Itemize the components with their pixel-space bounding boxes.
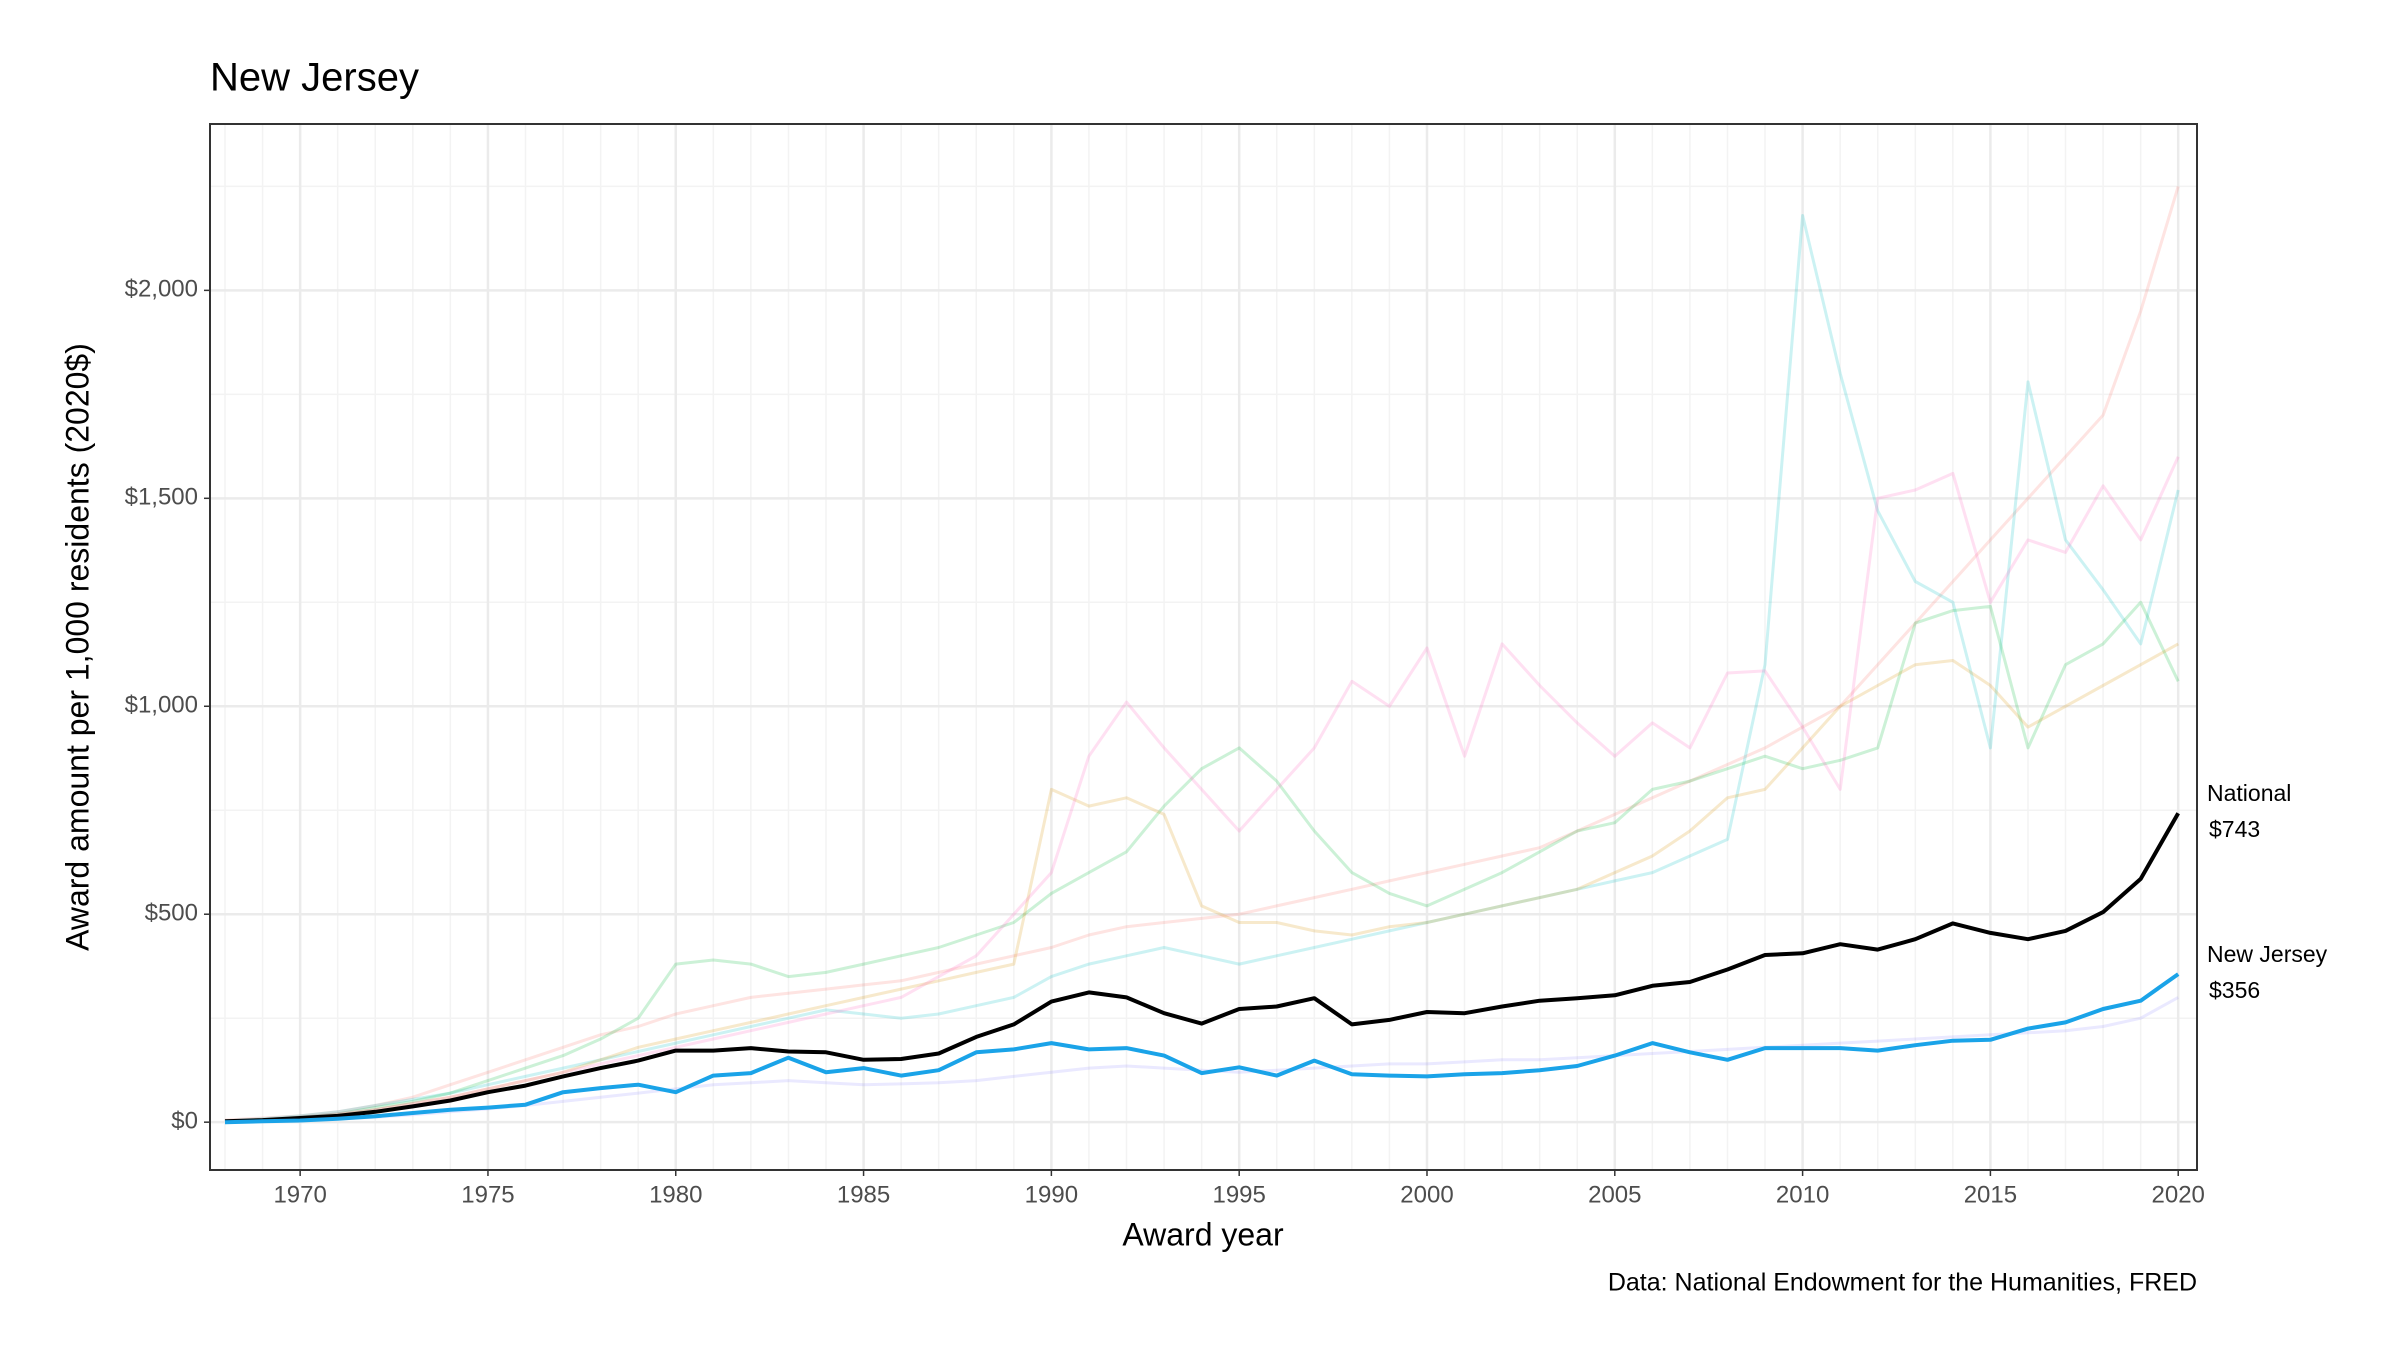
y-tick-label: $0 [171,1108,198,1135]
background-line [224,456,2180,1123]
y-tick-label: $1,500 [125,484,198,511]
x-tick-label: 1980 [649,1181,702,1208]
end-label-value: $743 [2209,816,2260,842]
x-tick-label: 2000 [1400,1181,1453,1208]
background-line [224,996,2179,1124]
caption: Data: National Endowment for the Humanit… [1608,1269,2197,1297]
plot-frame [209,123,2198,1171]
chart-title: New Jersey [210,56,419,100]
x-tick-label: 2005 [1588,1181,1641,1208]
x-tick-label: 1985 [837,1181,890,1208]
end-label-value: $356 [2209,977,2260,1003]
y-tick-label: $500 [145,900,198,927]
y-tick-label: $2,000 [125,276,198,303]
x-tick-label: 1975 [461,1181,514,1208]
x-tick-label: 1970 [273,1181,326,1208]
y-axis-title: Award amount per 1,000 residents (2020$) [59,343,95,951]
background-line [224,600,2180,1123]
x-tick-label: 2015 [1964,1181,2017,1208]
x-tick-label: 1995 [1212,1181,1265,1208]
y-tick-label: $1,000 [125,692,198,719]
x-axis-title: Award year [1122,1216,1284,1252]
background-line [224,185,2180,1122]
series-line [224,812,2180,1124]
x-tick-label: 2020 [2152,1181,2205,1208]
x-tick-label: 1990 [1025,1181,1078,1208]
end-label-name: New Jersey [2207,941,2328,967]
series-line [224,972,2180,1125]
x-tick-label: 2010 [1776,1181,1829,1208]
background-line [224,214,2180,1123]
background-line [224,642,2179,1123]
end-label-name: National [2207,780,2291,806]
